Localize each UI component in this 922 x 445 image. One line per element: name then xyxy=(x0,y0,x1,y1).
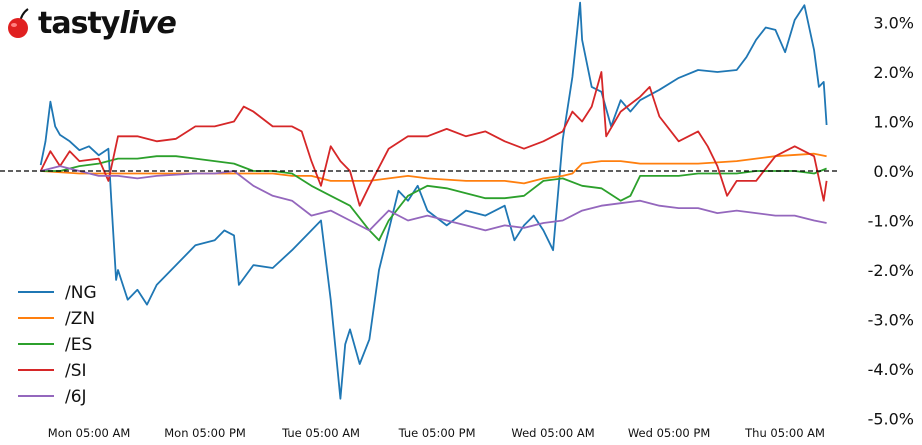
x-tick-label: Tue 05:00 PM xyxy=(398,426,476,440)
series-line-es xyxy=(40,155,827,242)
x-tick-label: Tue 05:00 AM xyxy=(281,426,360,440)
legend-label: /ES xyxy=(65,335,92,355)
series-line-6j xyxy=(40,165,827,232)
y-tick-label: -2.0% xyxy=(868,261,914,280)
series-line-ng xyxy=(39,1,828,400)
x-axis-ticks: Mon 05:00 AM Mon 05:00 PM Tue 05:00 AM Tue … xyxy=(48,426,825,440)
series-line-si xyxy=(39,71,828,207)
legend-label: /ZN xyxy=(65,309,95,329)
y-tick-label: 1.0% xyxy=(873,113,914,132)
legend: /NG/ZN/ES/SI/6J xyxy=(18,283,97,407)
y-tick-label: -1.0% xyxy=(868,212,914,231)
series-layer xyxy=(39,1,828,400)
y-tick-label: 2.0% xyxy=(873,63,914,82)
legend-item: /ZN xyxy=(18,309,95,329)
cherry-icon xyxy=(8,8,29,38)
legend-item: /ES xyxy=(18,335,92,355)
x-tick-label: Wed 05:00 PM xyxy=(628,426,710,440)
x-tick-label: Mon 05:00 AM xyxy=(48,426,131,440)
y-tick-label: -4.0% xyxy=(868,360,914,379)
y-tick-label: 0.0% xyxy=(873,162,914,181)
legend-item: /SI xyxy=(18,361,87,381)
y-tick-label: -3.0% xyxy=(868,311,914,330)
x-tick-label: Thu 05:00 AM xyxy=(744,426,825,440)
legend-label: /SI xyxy=(65,361,87,381)
legend-label: /NG xyxy=(65,283,97,303)
tastylive-logo: tastylive xyxy=(6,2,177,44)
y-tick-label: -5.0% xyxy=(868,410,914,429)
legend-item: /6J xyxy=(18,387,87,407)
x-tick-label: Mon 05:00 PM xyxy=(164,426,246,440)
y-tick-label: 3.0% xyxy=(873,14,914,33)
legend-item: /NG xyxy=(18,283,97,303)
series-line-zn xyxy=(40,152,827,185)
y-axis-ticks: 3.0% 2.0% 1.0% 0.0% -1.0% -2.0% -3.0% -4.0% -5.0… xyxy=(868,14,914,429)
logo-text-main: tasty xyxy=(38,5,120,41)
x-tick-label: Wed 05:00 AM xyxy=(511,426,594,440)
logo-wordmark: tastylive xyxy=(38,5,177,41)
logo-text-italic: live xyxy=(119,5,176,41)
legend-label: /6J xyxy=(65,387,87,407)
